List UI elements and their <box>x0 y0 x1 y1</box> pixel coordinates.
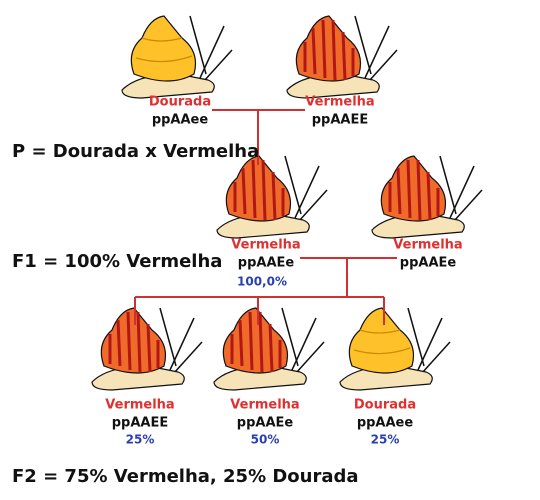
cross-line <box>134 257 397 325</box>
percent: 50% <box>251 433 280 447</box>
snail-red <box>372 156 482 238</box>
percent: 25% <box>371 433 400 447</box>
cross-line <box>212 109 305 165</box>
phenotype: Vermelha <box>105 398 174 413</box>
snail-red <box>287 16 397 98</box>
phenotype: Vermelha <box>230 398 299 413</box>
genotype: ppAAEE <box>112 416 169 431</box>
generation-label: F2 = 75% Vermelha, 25% Dourada <box>12 466 359 487</box>
snail-red <box>92 308 202 390</box>
genotype: ppAAEE <box>312 113 369 128</box>
genotype: ppAAee <box>152 113 209 128</box>
snail-red <box>214 308 324 390</box>
phenotype: Vermelha <box>231 238 300 253</box>
phenotype: Vermelha <box>393 238 462 253</box>
snail-gold <box>122 16 232 98</box>
genotype: ppAAEe <box>237 416 294 431</box>
phenotype: Vermelha <box>305 95 374 110</box>
genotype: ppAAEe <box>238 256 295 271</box>
generation-label: F1 = 100% Vermelha <box>12 251 222 272</box>
percent: 100,0% <box>237 275 287 289</box>
genotype: ppAAee <box>357 416 414 431</box>
snail-gold <box>340 308 450 390</box>
generation-label: P = Dourada x Vermelha <box>12 141 259 162</box>
phenotype: Dourada <box>354 398 416 413</box>
percent: 25% <box>126 433 155 447</box>
genotype: ppAAEe <box>400 256 457 271</box>
phenotype: Dourada <box>149 95 211 110</box>
snail-red <box>217 156 327 238</box>
